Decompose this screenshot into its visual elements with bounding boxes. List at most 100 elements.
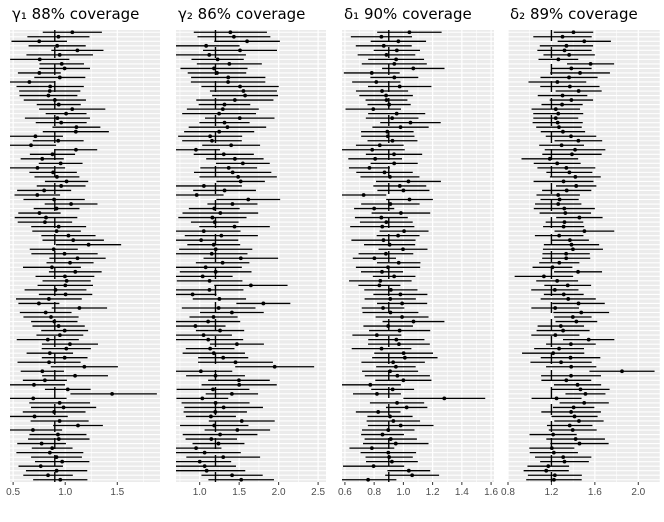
point-estimate [588, 62, 593, 66]
point-estimate [377, 283, 382, 288]
point-estimate [46, 297, 51, 301]
x-tick-label: 2.5 [311, 487, 325, 498]
point-estimate [241, 89, 246, 93]
panel-background [10, 30, 160, 482]
point-estimate [394, 57, 399, 62]
point-estimate [227, 62, 232, 66]
x-tick-label: 0.6 [338, 487, 352, 498]
point-estimate [376, 410, 381, 414]
point-estimate [384, 93, 388, 98]
x-tick-label: 1.0 [396, 487, 410, 498]
point-estimate [210, 138, 214, 143]
point-estimate [62, 328, 67, 333]
point-estimate [225, 125, 230, 130]
point-estimate [57, 419, 62, 423]
point-estimate [568, 355, 573, 360]
point-estimate [45, 337, 50, 342]
point-estimate [56, 437, 61, 441]
panel-3: δ₁ 90% coverage 0.6 0.8 1.0 1.2 1.4 1.6 [338, 5, 498, 498]
point-estimate [74, 125, 79, 130]
point-estimate [69, 202, 73, 206]
point-estimate [561, 179, 566, 184]
point-estimate [408, 120, 413, 125]
point-estimate [552, 477, 556, 482]
point-estimate [37, 211, 42, 215]
point-estimate [579, 310, 584, 315]
point-estimate [556, 111, 561, 116]
point-estimate [561, 328, 565, 333]
point-estimate [374, 80, 379, 84]
point-estimate [237, 378, 241, 383]
point-estimate [57, 52, 62, 57]
point-estimate [215, 57, 220, 62]
x-tick-label: 1.5 [110, 487, 124, 498]
point-estimate [65, 387, 70, 392]
point-estimate [209, 437, 214, 441]
point-estimate [562, 220, 567, 225]
point-estimate [238, 84, 242, 89]
point-estimate [220, 107, 225, 111]
point-estimate [194, 446, 198, 450]
point-estimate [561, 455, 566, 460]
point-estimate [47, 351, 52, 356]
point-estimate [567, 423, 572, 428]
point-estimate [211, 387, 215, 392]
point-estimate [390, 459, 394, 464]
point-estimate [42, 188, 47, 193]
point-estimate [553, 107, 558, 111]
point-estimate [199, 238, 204, 243]
point-estimate [569, 242, 574, 247]
point-estimate [68, 342, 72, 347]
point-estimate [551, 432, 556, 437]
point-estimate [564, 256, 569, 261]
point-estimate [573, 147, 577, 152]
point-estimate [567, 84, 572, 89]
point-estimate [202, 450, 207, 455]
panel-1: γ₁ 88% coverage 0.5 1.0 1.5 [6, 5, 160, 498]
point-estimate [577, 419, 581, 423]
point-estimate [213, 401, 218, 405]
point-estimate [552, 473, 557, 478]
point-estimate [56, 432, 60, 437]
point-estimate [384, 220, 389, 225]
point-estimate [35, 165, 40, 170]
point-estimate [56, 34, 61, 39]
point-estimate [570, 428, 575, 432]
point-estimate [564, 43, 569, 48]
x-tick-label: 1.0 [58, 487, 72, 498]
panel-title: δ₂ 89% coverage [510, 5, 638, 23]
point-estimate [396, 233, 400, 238]
point-estimate [38, 464, 43, 469]
point-estimate [388, 297, 393, 301]
point-estimate [578, 71, 582, 75]
point-estimate [201, 229, 206, 234]
point-estimate [557, 346, 561, 351]
x-tick-label: 2.0 [631, 487, 645, 498]
point-estimate [40, 369, 45, 374]
point-estimate [562, 459, 567, 464]
point-estimate [566, 297, 571, 301]
point-estimate [575, 382, 580, 387]
point-estimate [208, 134, 213, 139]
point-estimate [554, 396, 559, 401]
point-estimate [620, 369, 624, 374]
point-estimate [68, 260, 72, 265]
point-estimate [217, 297, 222, 301]
point-estimate [206, 319, 211, 324]
point-estimate [226, 165, 231, 170]
point-estimate [229, 391, 234, 396]
point-estimate [576, 301, 581, 306]
point-estimate [222, 120, 227, 125]
point-estimate [211, 242, 216, 247]
point-estimate [208, 346, 213, 351]
point-estimate [230, 202, 235, 206]
x-tick-label: 1.5 [232, 487, 246, 498]
point-estimate [561, 129, 565, 134]
point-estimate [557, 260, 562, 265]
point-estimate [77, 306, 82, 310]
point-estimate [64, 278, 69, 283]
point-estimate [70, 107, 75, 111]
point-estimate [551, 450, 556, 455]
point-estimate [56, 102, 61, 107]
point-estimate [557, 197, 562, 202]
